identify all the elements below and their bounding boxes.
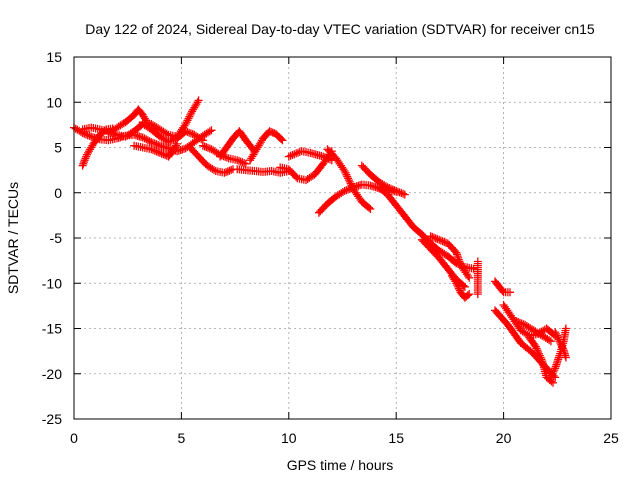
series-arc-28 bbox=[551, 328, 570, 362]
marker-path bbox=[78, 124, 117, 170]
x-tick-label: 10 bbox=[281, 430, 297, 446]
axis-ticks: 0 5 10 15 20 25 -25 -20 -15 -10 -5 0 5 10 15 bbox=[42, 49, 619, 446]
series-arc-9 bbox=[216, 127, 259, 161]
marker-path bbox=[512, 317, 555, 346]
y-axis-title: SDTVAR / TECUs bbox=[5, 182, 21, 294]
y-tick-label: -25 bbox=[42, 411, 62, 427]
marker-path bbox=[426, 232, 474, 282]
x-tick-label: 5 bbox=[178, 430, 186, 446]
y-tick-label: -15 bbox=[42, 321, 62, 337]
marker-path bbox=[104, 105, 151, 138]
x-tick-label: 0 bbox=[70, 430, 78, 446]
gridlines bbox=[74, 57, 611, 419]
series-arc-13 bbox=[284, 147, 336, 165]
marker-path bbox=[551, 328, 570, 362]
y-tick-label: -5 bbox=[50, 230, 63, 246]
series-arc-6 bbox=[130, 139, 182, 161]
marker-path bbox=[216, 127, 259, 161]
series-arc-11 bbox=[246, 127, 287, 165]
series-arc-26 bbox=[525, 333, 557, 387]
x-tick-label: 15 bbox=[388, 430, 404, 446]
series-arc-16 bbox=[357, 161, 409, 199]
y-tick-label: 0 bbox=[54, 185, 62, 201]
marker-path bbox=[323, 145, 375, 213]
x-tick-label: 20 bbox=[496, 430, 512, 446]
series-arc-22 bbox=[491, 277, 514, 297]
y-tick-label: -10 bbox=[42, 275, 62, 291]
marker-path bbox=[130, 139, 182, 161]
marker-path bbox=[284, 147, 336, 165]
marker-path bbox=[138, 96, 203, 141]
y-tick-label: 5 bbox=[54, 140, 62, 156]
x-axis-title: GPS time / hours bbox=[287, 457, 394, 473]
x-tick-label: 25 bbox=[603, 430, 619, 446]
marker-path bbox=[186, 143, 237, 177]
data-points bbox=[70, 96, 570, 387]
y-tick-label: 10 bbox=[46, 94, 62, 110]
series-arc-21 bbox=[473, 257, 482, 299]
y-tick-label: 15 bbox=[46, 49, 62, 65]
marker-path bbox=[491, 277, 514, 297]
series-arc-14 bbox=[323, 145, 375, 213]
series-arc-5 bbox=[138, 96, 203, 141]
marker-path bbox=[473, 257, 482, 299]
marker-path bbox=[525, 333, 557, 387]
series-arc-19 bbox=[426, 232, 474, 282]
series-arc-25 bbox=[512, 317, 555, 346]
series-arc-4 bbox=[104, 105, 151, 138]
marker-path bbox=[357, 161, 409, 199]
series-arc-20 bbox=[448, 272, 474, 302]
series-arc-3 bbox=[78, 124, 117, 170]
marker-path bbox=[246, 127, 287, 165]
marker-path bbox=[448, 272, 474, 302]
y-tick-label: -20 bbox=[42, 366, 62, 382]
chart-title: Day 122 of 2024, Sidereal Day-to-day VTE… bbox=[85, 21, 595, 37]
series-arc-7 bbox=[186, 143, 237, 177]
